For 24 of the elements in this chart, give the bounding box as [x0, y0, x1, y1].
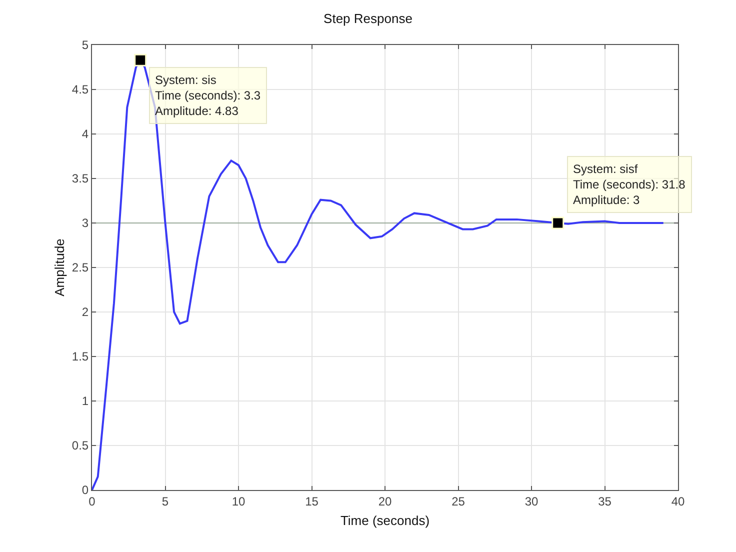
x-tick-label: 25 — [452, 494, 466, 508]
y-tick-label: 4.5 — [72, 82, 89, 97]
y-tick-label: 2.5 — [72, 260, 89, 275]
annotation: System: sisf Time (seconds): 31.8 Amplitude: 3 — [573, 162, 686, 208]
x-tick-label: 40 — [671, 494, 685, 508]
y-axis-title: Amplitude — [52, 238, 67, 296]
annotation: System: sis Time (seconds): 3.3 Amplitude: 4.83 — [155, 73, 261, 118]
y-tick-label: 0.5 — [72, 438, 89, 453]
x-tick-label: 30 — [524, 494, 538, 508]
x-tick-label: 10 — [232, 494, 246, 508]
y-tick-label: 4 — [82, 127, 89, 142]
y-tick-label: 3 — [82, 216, 89, 230]
x-axis-title: Time (seconds) — [340, 513, 430, 528]
x-tick-label: 5 — [162, 494, 169, 508]
y-tick-label: 2 — [82, 305, 89, 320]
x-tick-label: 15 — [305, 494, 319, 508]
chart-title: Step Response — [324, 10, 412, 26]
y-tick-label: 5 — [82, 38, 89, 52]
y-tick-label: 1 — [82, 394, 89, 408]
y-tick-label: 0 — [82, 483, 89, 498]
y-tick-label: 1.5 — [72, 350, 89, 364]
x-tick-label: 20 — [378, 494, 392, 508]
x-tick-label: 35 — [598, 494, 612, 508]
y-tick-label: 3.5 — [72, 172, 89, 186]
